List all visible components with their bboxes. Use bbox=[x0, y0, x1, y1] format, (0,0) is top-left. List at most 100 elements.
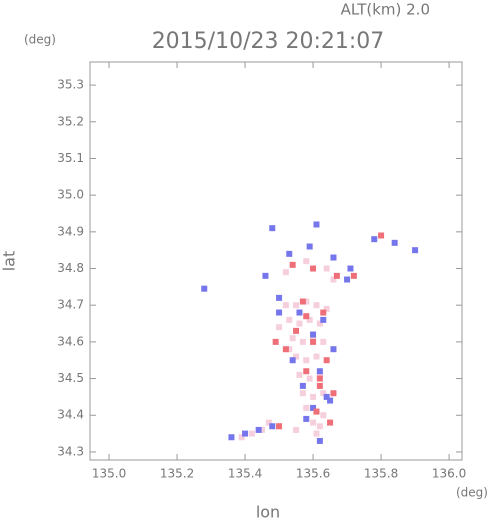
point bbox=[313, 302, 320, 309]
y-tick-label: 35.2 bbox=[57, 114, 84, 128]
point bbox=[282, 346, 289, 353]
point bbox=[316, 368, 323, 375]
point bbox=[289, 357, 296, 364]
chart-subtitle: ALT(km) 2.0 bbox=[341, 1, 430, 19]
point bbox=[320, 338, 327, 345]
point bbox=[371, 236, 378, 243]
point bbox=[303, 298, 310, 305]
point bbox=[286, 346, 293, 353]
point bbox=[316, 423, 323, 430]
point bbox=[310, 335, 317, 342]
y-tick-label: 34.5 bbox=[57, 371, 84, 385]
point bbox=[323, 305, 330, 312]
point bbox=[289, 335, 296, 342]
point bbox=[269, 225, 276, 232]
x-tick-label: 135.0 bbox=[92, 467, 126, 481]
point bbox=[303, 313, 310, 320]
point bbox=[201, 285, 208, 292]
point bbox=[238, 434, 245, 441]
y-tick-label: 35.1 bbox=[57, 151, 84, 165]
point bbox=[316, 371, 323, 378]
x-tick-label: 135.6 bbox=[296, 467, 330, 481]
point bbox=[272, 338, 279, 345]
point bbox=[313, 353, 320, 360]
point bbox=[299, 298, 306, 305]
point bbox=[265, 419, 272, 426]
point bbox=[276, 324, 283, 331]
point bbox=[323, 357, 330, 364]
point bbox=[269, 423, 276, 430]
y-tick-label: 34.7 bbox=[57, 298, 84, 312]
y-unit: (deg) bbox=[24, 33, 56, 47]
point bbox=[296, 320, 303, 327]
x-axis-label: lon bbox=[256, 503, 280, 521]
y-axis-label: lat bbox=[0, 251, 19, 272]
point bbox=[347, 265, 354, 272]
point bbox=[286, 316, 293, 323]
point bbox=[306, 375, 313, 382]
point bbox=[296, 371, 303, 378]
point bbox=[293, 327, 300, 334]
point bbox=[323, 265, 330, 272]
point bbox=[327, 397, 334, 404]
point bbox=[306, 316, 313, 323]
point bbox=[303, 357, 310, 364]
point bbox=[344, 276, 351, 283]
point bbox=[320, 309, 327, 316]
point bbox=[313, 221, 320, 228]
x-tick-label: 135.8 bbox=[364, 467, 398, 481]
point bbox=[289, 261, 296, 268]
point bbox=[330, 276, 337, 283]
point bbox=[276, 309, 283, 316]
point bbox=[259, 426, 266, 433]
point bbox=[316, 437, 323, 444]
plot-frame bbox=[89, 61, 463, 461]
point bbox=[310, 393, 317, 400]
y-tick-label: 34.4 bbox=[57, 408, 84, 422]
point bbox=[350, 272, 357, 279]
point bbox=[242, 430, 249, 437]
point bbox=[320, 390, 327, 397]
point bbox=[303, 415, 310, 422]
point bbox=[333, 272, 340, 279]
point bbox=[255, 426, 262, 433]
point bbox=[320, 412, 327, 419]
point bbox=[310, 265, 317, 272]
point bbox=[313, 430, 320, 437]
point bbox=[303, 404, 310, 411]
point bbox=[378, 232, 385, 239]
point bbox=[310, 419, 317, 426]
point bbox=[276, 294, 283, 301]
x-tick-label: 135.4 bbox=[228, 467, 262, 481]
x-tick-label: 136.0 bbox=[432, 467, 466, 481]
point bbox=[282, 269, 289, 276]
point bbox=[293, 426, 300, 433]
point bbox=[330, 346, 337, 353]
point bbox=[313, 408, 320, 415]
y-tick-label: 34.6 bbox=[57, 334, 84, 348]
y-tick-label: 35.3 bbox=[57, 78, 84, 92]
point bbox=[330, 390, 337, 397]
point bbox=[412, 247, 419, 254]
y-tick-label: 34.3 bbox=[57, 444, 84, 458]
y-tick-label: 35.0 bbox=[57, 188, 84, 202]
point bbox=[316, 382, 323, 389]
point bbox=[320, 316, 327, 323]
point bbox=[293, 353, 300, 360]
point bbox=[310, 338, 317, 345]
point bbox=[248, 430, 255, 437]
point bbox=[323, 393, 330, 400]
point bbox=[228, 434, 235, 441]
x-unit: (deg) bbox=[456, 486, 488, 500]
point bbox=[391, 239, 398, 246]
point bbox=[316, 375, 323, 382]
point bbox=[276, 423, 283, 430]
point bbox=[282, 302, 289, 309]
point bbox=[299, 390, 306, 397]
point bbox=[293, 302, 300, 309]
x-tick-label: 135.2 bbox=[160, 467, 194, 481]
point bbox=[303, 258, 310, 265]
point bbox=[299, 338, 306, 345]
point bbox=[296, 309, 303, 316]
